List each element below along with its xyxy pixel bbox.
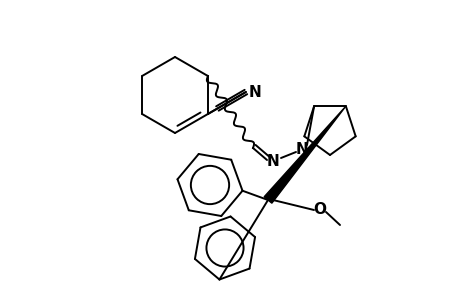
Polygon shape [263, 106, 345, 203]
Text: N: N [295, 142, 308, 157]
Text: O: O [313, 202, 326, 217]
Text: N: N [248, 85, 261, 100]
Text: N: N [266, 154, 279, 169]
